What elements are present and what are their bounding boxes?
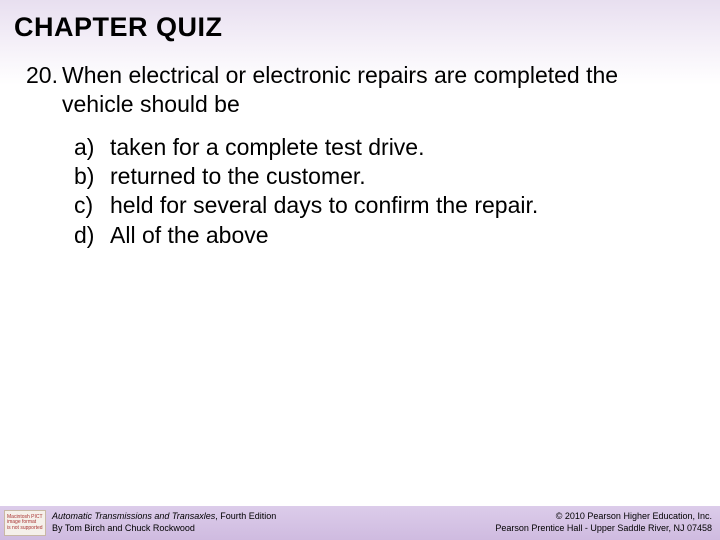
option-a: a) taken for a complete test drive. <box>74 133 694 162</box>
option-b: b) returned to the customer. <box>74 162 694 191</box>
book-title: Automatic Transmissions and Transaxles <box>52 511 215 521</box>
options-list: a) taken for a complete test drive. b) r… <box>26 133 694 251</box>
option-letter: a) <box>74 133 110 162</box>
option-letter: d) <box>74 221 110 250</box>
question-block: 20. When electrical or electronic repair… <box>26 61 694 250</box>
question-number: 20. <box>26 61 62 119</box>
option-text: taken for a complete test drive. <box>110 133 694 162</box>
publisher-line: Pearson Prentice Hall - Upper Saddle Riv… <box>495 523 712 535</box>
footer-left: Macintosh PICT image format is not suppo… <box>4 510 276 536</box>
book-authors: By Tom Birch and Chuck Rockwood <box>52 523 276 535</box>
book-edition: , Fourth Edition <box>215 511 276 521</box>
option-letter: c) <box>74 191 110 220</box>
pict-badge-icon: Macintosh PICT image format is not suppo… <box>4 510 46 536</box>
question-text: When electrical or electronic repairs ar… <box>62 61 694 119</box>
option-text: held for several days to confirm the rep… <box>110 191 694 220</box>
option-letter: b) <box>74 162 110 191</box>
option-c: c) held for several days to confirm the … <box>74 191 694 220</box>
footer-book-info: Automatic Transmissions and Transaxles, … <box>52 511 276 534</box>
book-title-line: Automatic Transmissions and Transaxles, … <box>52 511 276 523</box>
footer-bar: Macintosh PICT image format is not suppo… <box>0 506 720 540</box>
copyright-line: © 2010 Pearson Higher Education, Inc. <box>495 511 712 523</box>
content-area: 20. When electrical or electronic repair… <box>0 61 720 250</box>
option-text: returned to the customer. <box>110 162 694 191</box>
question-line: 20. When electrical or electronic repair… <box>26 61 694 119</box>
page-title: CHAPTER QUIZ <box>14 12 706 43</box>
footer-right: © 2010 Pearson Higher Education, Inc. Pe… <box>495 511 712 534</box>
badge-line: is not supported <box>7 526 43 532</box>
option-d: d) All of the above <box>74 221 694 250</box>
option-text: All of the above <box>110 221 694 250</box>
